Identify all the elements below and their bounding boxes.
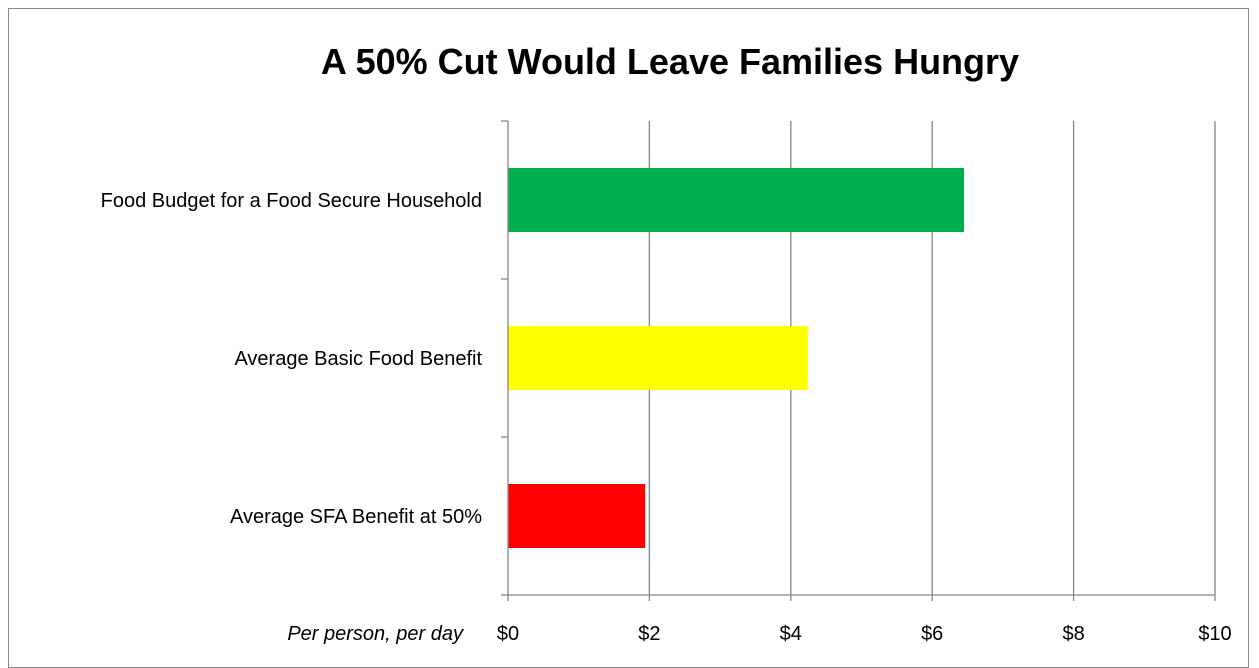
category-label-1: Average Basic Food Benefit <box>234 348 482 370</box>
x-tick-label-3: $6 <box>921 623 943 645</box>
labels: Food Budget for a Food Secure Household A… <box>101 190 1232 645</box>
bars <box>508 168 965 548</box>
x-tick-label-5: $10 <box>1198 623 1231 645</box>
x-tick-label-4: $8 <box>1062 623 1084 645</box>
axes <box>501 120 1216 601</box>
x-tick-label-0: $0 <box>497 623 519 645</box>
x-axis-title: Per person, per day <box>287 623 464 645</box>
chart-title: A 50% Cut Would Leave Families Hungry <box>321 41 1019 82</box>
x-tick-label-1: $2 <box>638 623 660 645</box>
bar-1 <box>508 326 808 390</box>
x-tick-label-2: $4 <box>780 623 802 645</box>
category-label-2: Average SFA Benefit at 50% <box>230 506 482 528</box>
bar-0 <box>508 168 965 232</box>
bar-2 <box>508 484 646 548</box>
category-label-0: Food Budget for a Food Secure Household <box>101 190 482 212</box>
